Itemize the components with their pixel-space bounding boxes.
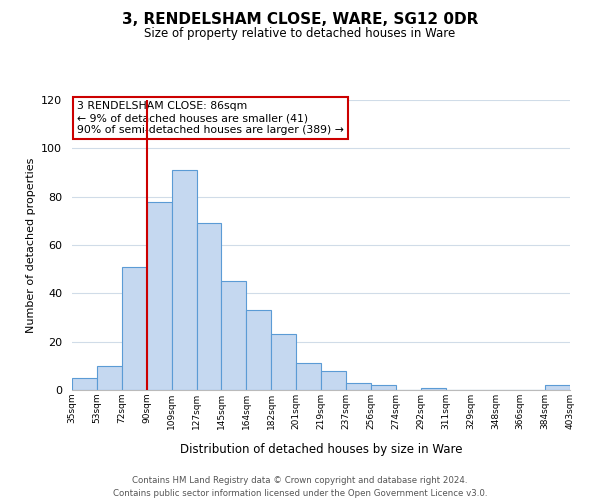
- Bar: [545, 385, 570, 390]
- Bar: [296, 364, 321, 390]
- Bar: [321, 370, 346, 390]
- Bar: [371, 385, 396, 390]
- Bar: [247, 310, 271, 390]
- Bar: [346, 383, 371, 390]
- Bar: [197, 223, 221, 390]
- Text: Size of property relative to detached houses in Ware: Size of property relative to detached ho…: [145, 28, 455, 40]
- Y-axis label: Number of detached properties: Number of detached properties: [26, 158, 35, 332]
- Bar: [221, 281, 247, 390]
- Bar: [97, 366, 122, 390]
- Bar: [271, 334, 296, 390]
- Text: Contains HM Land Registry data © Crown copyright and database right 2024.
Contai: Contains HM Land Registry data © Crown c…: [113, 476, 487, 498]
- Text: 3, RENDELSHAM CLOSE, WARE, SG12 0DR: 3, RENDELSHAM CLOSE, WARE, SG12 0DR: [122, 12, 478, 28]
- Bar: [146, 202, 172, 390]
- Bar: [72, 378, 97, 390]
- Bar: [421, 388, 445, 390]
- Text: 3 RENDELSHAM CLOSE: 86sqm
← 9% of detached houses are smaller (41)
90% of semi-d: 3 RENDELSHAM CLOSE: 86sqm ← 9% of detach…: [77, 102, 344, 134]
- Bar: [122, 267, 147, 390]
- Text: Distribution of detached houses by size in Ware: Distribution of detached houses by size …: [180, 442, 462, 456]
- Bar: [172, 170, 197, 390]
